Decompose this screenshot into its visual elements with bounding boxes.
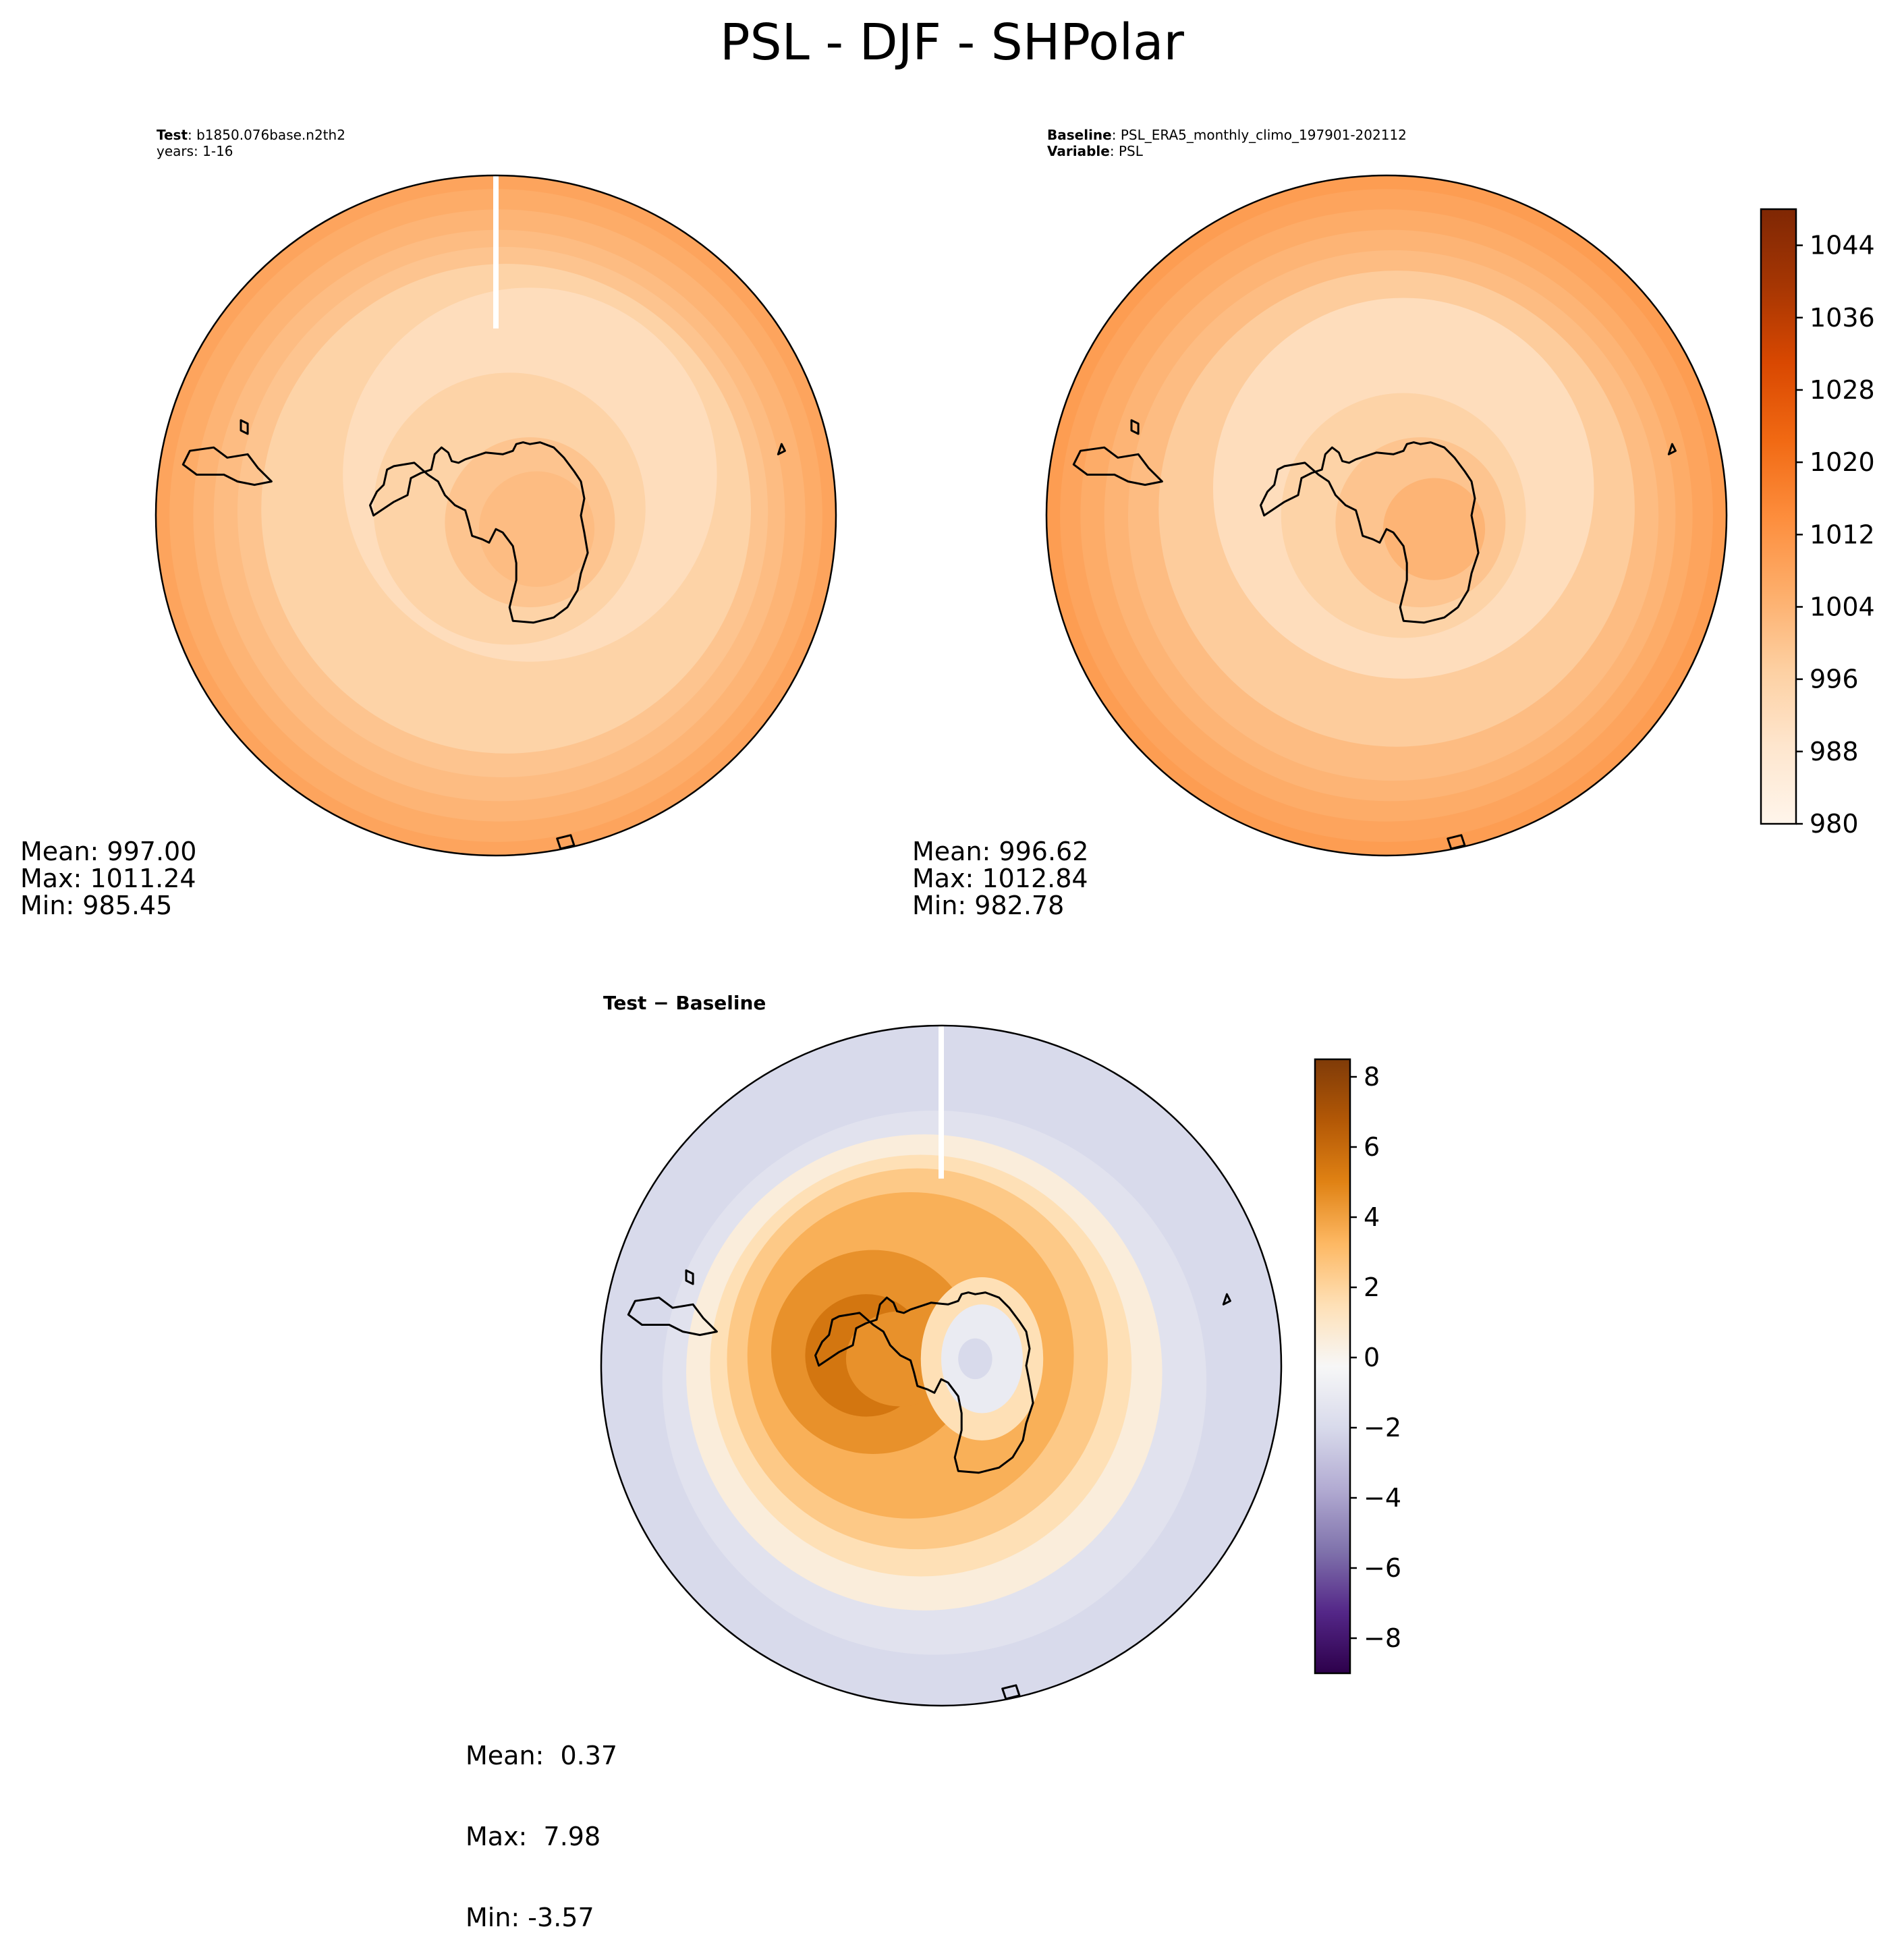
mapC-antarctica-coastline [814, 1291, 1034, 1474]
mapA-dateline-seam [493, 175, 499, 329]
mapC-island-coastline [685, 1269, 694, 1285]
psl-tick-label: 996 [1810, 665, 1859, 694]
difference-colorbar-frame [1314, 1058, 1351, 1675]
psl-tick-label: 988 [1810, 737, 1859, 766]
mapB-island-coastline [1447, 834, 1466, 850]
difference-tick-label: −2 [1364, 1413, 1401, 1443]
psl-tick-label: 1012 [1810, 520, 1875, 549]
baseline-min: Min: 982.78 [912, 891, 1065, 920]
psl-colorbar-fill [1761, 209, 1796, 824]
baseline-map [1045, 174, 1728, 857]
difference-map-coastlines [627, 1269, 1231, 1700]
mapB-island-coastline [1130, 419, 1140, 435]
difference-map-boundary [600, 1024, 1283, 1707]
figure-title: PSL - DJF - SHPolar [720, 13, 1184, 72]
mapA-contour-band [478, 471, 595, 587]
test-map-field [156, 175, 836, 856]
mapA-island-coastline [181, 446, 273, 486]
difference-tick-label: 8 [1364, 1062, 1380, 1092]
psl-tick-label: 1028 [1810, 375, 1875, 405]
mapC-island-coastline [1001, 1684, 1021, 1700]
difference-colorbar: 8 6 4 2 0 −2 −4 −6 −8 [1314, 1058, 1401, 1675]
baseline-header-line-1: Baseline: PSL_ERA5_monthly_climo_197901-… [1047, 127, 1407, 143]
mapA-antarctica-coastline [369, 441, 589, 624]
mapB-contour-band [1382, 478, 1486, 580]
difference-title: Test − Baseline [603, 992, 766, 1014]
psl-tick-label: 1044 [1810, 231, 1875, 260]
test-map [155, 174, 837, 857]
psl-colorbar-ticks: 980 988 996 1004 1012 1020 1028 1036 1044 [1796, 231, 1875, 839]
difference-tick-label: 0 [1364, 1343, 1380, 1372]
mapA-island-coastline [240, 419, 249, 435]
baseline-stats: Mean: 996.62 Max: 1012.84 Min: 982.78 [912, 838, 1088, 919]
psl-tick-label: 1004 [1810, 592, 1875, 621]
baseline-max: Max: 1012.84 [912, 864, 1088, 893]
difference-map-field [601, 1026, 1281, 1706]
psl-colorbar: 980 988 996 1004 1012 1020 1028 1036 1044 [1760, 208, 1875, 839]
mapA-island-coastline [777, 443, 786, 455]
mapC-dateline-seam [939, 1026, 944, 1179]
test-stats: Mean: 997.00 Max: 1011.24 Min: 985.45 [20, 838, 196, 919]
difference-map [600, 1024, 1283, 1707]
mapB-antarctica-coastline [1260, 441, 1480, 624]
baseline-map-boundary [1045, 174, 1728, 857]
difference-max: Max: 7.98 [466, 1822, 601, 1851]
difference-colorbar-fill [1315, 1059, 1350, 1673]
test-header: Test: b1850.076base.n2th2 years: 1-16 [157, 127, 345, 159]
mapB-island-coastline [1072, 446, 1163, 486]
test-header-line-1: Test: b1850.076base.n2th2 [157, 127, 345, 143]
psl-tick-label: 980 [1810, 809, 1859, 839]
baseline-mean: Mean: 996.62 [912, 837, 1089, 866]
test-header-line-2: years: 1-16 [157, 143, 233, 159]
difference-colorbar-ticks: 8 6 4 2 0 −2 −4 −6 −8 [1350, 1062, 1401, 1653]
difference-tick-label: 2 [1364, 1272, 1380, 1302]
difference-tick-label: −4 [1364, 1483, 1401, 1513]
difference-min: Min: -3.57 [466, 1903, 594, 1932]
test-map-coastlines [181, 419, 786, 850]
psl-colorbar-frame [1760, 208, 1797, 825]
mapC-island-coastline [1222, 1293, 1231, 1306]
test-max: Max: 1011.24 [20, 864, 196, 893]
difference-tick-label: −6 [1364, 1553, 1401, 1583]
test-min: Min: 985.45 [20, 891, 173, 920]
test-map-boundary [155, 174, 837, 857]
mapC-island-coastline [627, 1296, 718, 1337]
mapB-island-coastline [1667, 443, 1677, 455]
mapC-land-anomaly [958, 1338, 992, 1380]
difference-tick-label: 6 [1364, 1132, 1380, 1162]
difference-tick-label: −8 [1364, 1623, 1401, 1653]
test-mean: Mean: 997.00 [20, 837, 197, 866]
baseline-map-coastlines [1072, 419, 1677, 850]
figure-canvas: 980 988 996 1004 1012 1020 1028 1036 1044 8 6 4 2 0 −… [155, 174, 1875, 1707]
psl-tick-label: 1020 [1810, 447, 1875, 477]
difference-tick-label: 4 [1364, 1202, 1380, 1232]
baseline-header: Baseline: PSL_ERA5_monthly_climo_197901-… [1047, 127, 1407, 159]
difference-mean: Mean: 0.37 [466, 1741, 618, 1770]
baseline-header-line-2: Variable: PSL [1047, 143, 1143, 159]
psl-tick-label: 1036 [1810, 303, 1875, 333]
baseline-map-field [1046, 175, 1727, 856]
mapA-island-coastline [556, 834, 576, 850]
